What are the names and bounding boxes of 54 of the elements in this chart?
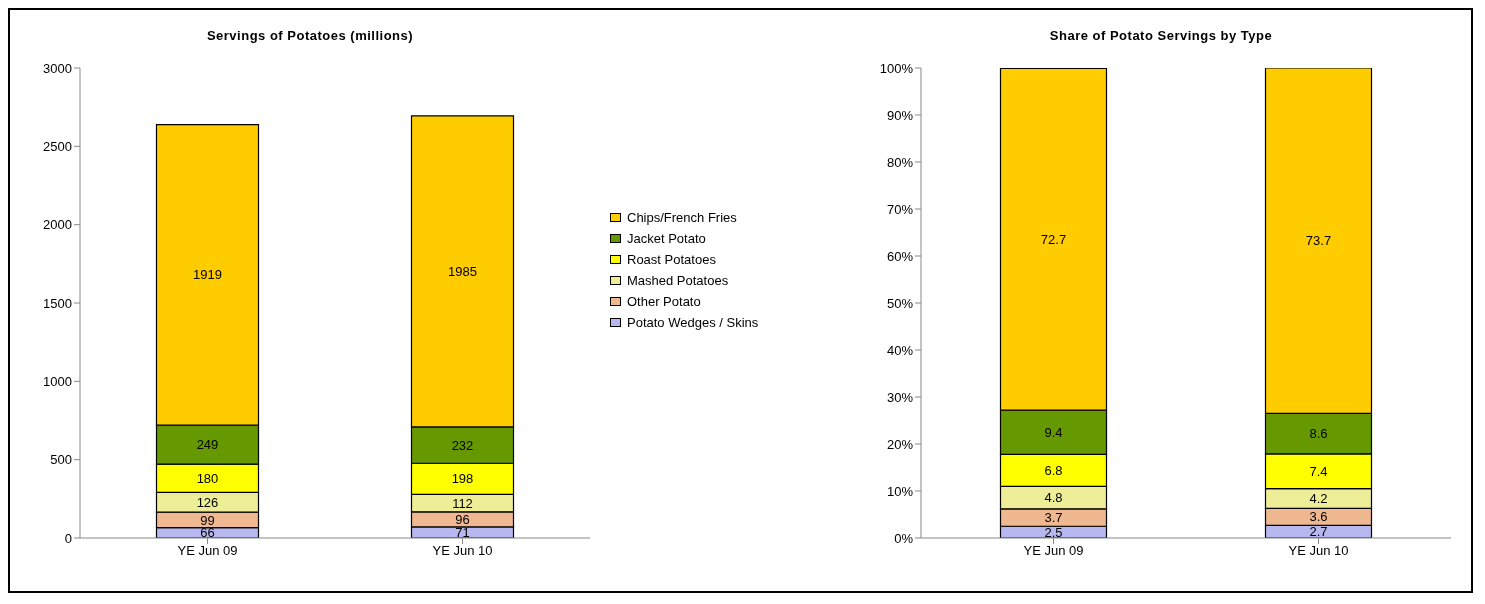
data-label: 1919 bbox=[193, 267, 222, 283]
y-tick-label: 0 bbox=[64, 530, 72, 546]
legend-label: Roast Potatoes bbox=[627, 252, 716, 267]
data-label: 4.2 bbox=[1309, 491, 1328, 507]
data-label: 249 bbox=[196, 437, 219, 453]
y-tick-label: 1500 bbox=[43, 295, 72, 311]
data-label: 66 bbox=[200, 525, 215, 541]
y-tick-label: 500 bbox=[50, 452, 72, 468]
data-label: 3.6 bbox=[1309, 509, 1328, 525]
x-tick-label: YE Jun 09 bbox=[1023, 543, 1084, 559]
legend-label: Potato Wedges / Skins bbox=[627, 315, 759, 330]
data-label: 2.5 bbox=[1044, 524, 1063, 540]
data-label: 73.7 bbox=[1305, 233, 1332, 249]
data-label: 126 bbox=[196, 494, 219, 510]
y-tick-label: 1000 bbox=[43, 373, 72, 389]
x-tick-label: YE Jun 10 bbox=[1288, 543, 1349, 559]
y-tick-label: 10% bbox=[886, 483, 914, 499]
data-label: 232 bbox=[451, 437, 474, 453]
y-tick-label: 80% bbox=[886, 154, 914, 170]
y-tick-label: 70% bbox=[886, 201, 914, 217]
data-label: 99 bbox=[200, 512, 215, 528]
data-label: 72.7 bbox=[1040, 231, 1067, 247]
data-label: 6.8 bbox=[1044, 462, 1063, 478]
legend-label: Chips/French Fries bbox=[627, 210, 737, 225]
data-label: 9.4 bbox=[1044, 424, 1063, 440]
y-tick-label: 2000 bbox=[43, 217, 72, 233]
legend-label: Jacket Potato bbox=[627, 231, 706, 246]
y-tick-label: 0% bbox=[894, 530, 914, 546]
chart-title: Share of Potato Servings by Type bbox=[1048, 27, 1274, 45]
y-tick-label: 90% bbox=[886, 107, 914, 123]
x-tick-label: YE Jun 10 bbox=[432, 543, 493, 559]
y-tick-label: 100% bbox=[879, 60, 914, 76]
y-tick-label: 40% bbox=[886, 342, 914, 358]
y-tick-label: 2500 bbox=[43, 138, 72, 154]
chart-title: Servings of Potatoes (millions) bbox=[205, 27, 415, 45]
y-tick-label: 20% bbox=[886, 436, 914, 452]
data-label: 8.6 bbox=[1309, 426, 1328, 442]
data-label: 198 bbox=[451, 471, 474, 487]
y-tick-label: 50% bbox=[886, 295, 914, 311]
y-tick-label: 3000 bbox=[43, 60, 72, 76]
data-label: 7.4 bbox=[1309, 463, 1328, 479]
y-tick-label: 60% bbox=[886, 248, 914, 264]
data-label: 112 bbox=[452, 495, 473, 511]
legend-label: Mashed Potatoes bbox=[627, 273, 729, 288]
data-label: 2.7 bbox=[1309, 524, 1328, 540]
data-label: 180 bbox=[196, 470, 219, 486]
data-label: 4.8 bbox=[1044, 490, 1063, 506]
data-label: 1985 bbox=[448, 264, 477, 280]
legend-label: Other Potato bbox=[627, 294, 701, 309]
data-label: 3.7 bbox=[1044, 510, 1063, 526]
y-tick-label: 30% bbox=[886, 389, 914, 405]
data-label: 71 bbox=[455, 525, 470, 541]
data-label: 96 bbox=[455, 511, 470, 527]
x-tick-label: YE Jun 09 bbox=[177, 543, 238, 559]
